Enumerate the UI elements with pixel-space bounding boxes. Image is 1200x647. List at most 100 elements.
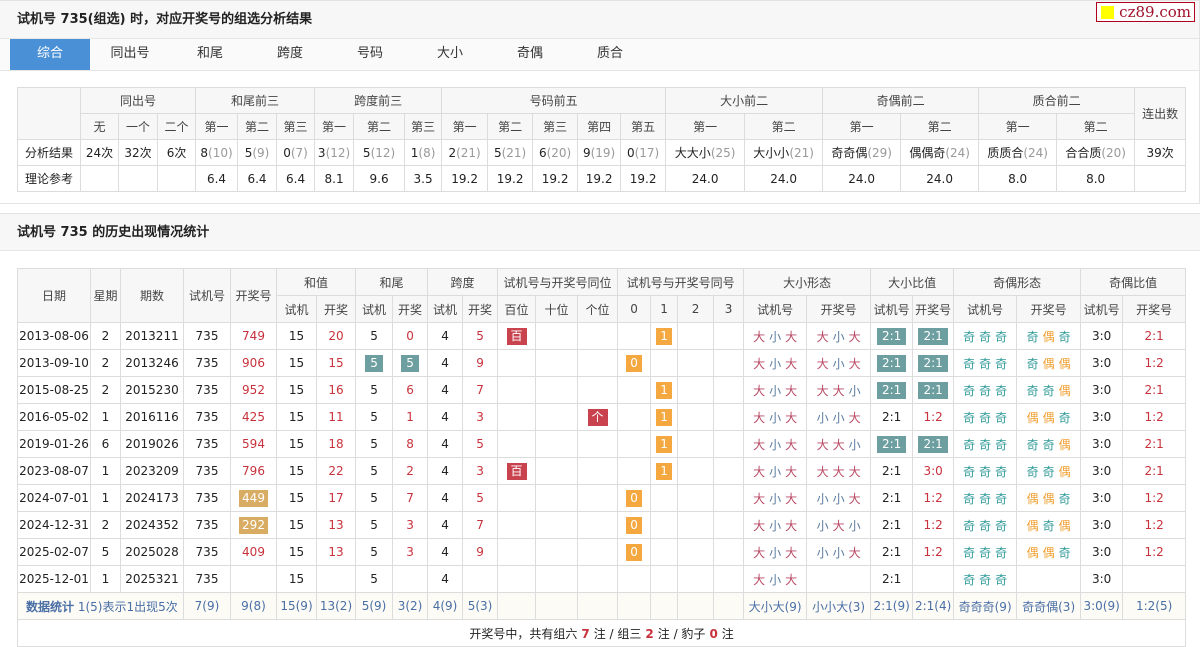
shape-char: 大 (785, 518, 798, 533)
shape-char: 偶 (1058, 383, 1071, 398)
theory-cell: 8.1 (314, 165, 355, 192)
cell-week: 2 (90, 349, 121, 377)
cell-sum_t: 15 (276, 430, 317, 458)
cell-draw: 292 (230, 511, 277, 539)
page-title: 试机号 735(组选) 时，对应开奖号的组选分析结果 (17, 12, 313, 27)
cell-bs_t: 大小大 (743, 322, 808, 350)
sub-header-row: 试机 开奖 试机 开奖 试机 开奖 百位 十位 个位 0 1 2 3 试机号 开奖号 试机号 开奖号 试机号 开奖号… (18, 295, 1187, 323)
same-num-cell (713, 403, 745, 431)
cell-oe_t: 奇奇奇 (953, 322, 1018, 350)
shape-char: 大 (785, 383, 798, 398)
stats-cell (497, 592, 537, 620)
bsr_t-highlight: 2:1 (876, 381, 907, 399)
stats-cell (677, 592, 715, 620)
cell-bs_t: 大小大 (743, 349, 808, 377)
result-count: (25) (710, 146, 736, 160)
shape-char: 奇 (1026, 329, 1039, 344)
tab-7[interactable]: 质合 (596, 46, 623, 61)
cell-tail_t: 5 (355, 403, 394, 431)
shape-char: 偶 (1042, 545, 1055, 560)
same-pos-cell (497, 430, 537, 458)
shape-char: 奇 (995, 410, 1008, 425)
cell-bsr_t: 2:1 (870, 511, 914, 539)
cell-oer_d: 1:2 (1122, 538, 1187, 566)
cell-test: 735 (183, 430, 231, 458)
stats-cell: 1:2(5) (1122, 592, 1187, 620)
sub-header: 第一 (195, 113, 239, 140)
shape-char: 小 (848, 518, 861, 533)
cell-issue: 2023209 (120, 457, 184, 485)
bsr_d-highlight: 2:1 (918, 381, 948, 399)
sub-header-dn: 开奖号 (1016, 295, 1082, 323)
theory-cell: 24.0 (744, 165, 824, 192)
shape-char: 奇 (995, 383, 1008, 398)
cell-bsr_d (912, 565, 955, 593)
same-num-cell (677, 511, 715, 539)
header-row: 日期 星期 期数 试机号 开奖号 和值 和尾 跨度 试机号与开奖号同位 试机号与开奖号同号 大小形态… (17, 268, 1187, 323)
cell-date: 2025-02-07 (17, 538, 91, 566)
cell-tail_d: 8 (392, 430, 429, 458)
header-tail: 和尾 (355, 268, 429, 296)
shape-char: 奇 (963, 545, 976, 560)
sub-header-row: 无一个 二个 第一 第二 第三 第一 第二 第三 第一 第二 第三 第四 第五 第一 第二 第一 第二 第一 第二 (18, 113, 1186, 140)
shape-char: 奇 (995, 356, 1008, 371)
shape-char: 偶 (1026, 491, 1039, 506)
cell-sum_d: 13 (315, 511, 357, 539)
result-value: 6次 (166, 146, 187, 160)
cell-week: 6 (90, 430, 121, 458)
sub-header-t: 试机 (276, 295, 317, 323)
tab-1[interactable]: 同出号 (110, 46, 150, 61)
shape-char: 奇 (1026, 437, 1039, 452)
group-header: 奇偶前二 (822, 87, 980, 114)
shape-char: 奇 (979, 356, 992, 371)
theory-cell: 6.4 (195, 165, 239, 192)
shape-char: 小 (769, 437, 782, 452)
summary-prefix: 开奖号中，共有组六 (469, 626, 578, 641)
theory-cell: 3.5 (404, 165, 443, 192)
row-label: 理论参考 (17, 165, 81, 192)
cell-span_t: 4 (427, 457, 464, 485)
sub-header-n1: 1 (650, 295, 679, 323)
shape-char: 奇 (1058, 410, 1071, 425)
same-num-cell (677, 376, 715, 404)
same-pos-badge: 百 (506, 327, 527, 345)
sub-header-tn: 试机号 (1080, 295, 1124, 323)
tab-0[interactable]: 综合 (10, 39, 90, 70)
same-num-badge: 0 (626, 489, 642, 507)
cell-sum_t: 15 (276, 565, 317, 593)
tab-6[interactable]: 奇偶 (516, 46, 543, 61)
summary-g6: 7 (581, 626, 590, 641)
tab-3[interactable]: 跨度 (276, 46, 303, 61)
group-header: 和尾前三 (195, 87, 316, 114)
same-pos-cell (535, 430, 579, 458)
result-value: 0 (283, 145, 291, 160)
same-pos-cell (577, 430, 619, 458)
sub-header: 第一 (441, 113, 489, 140)
cell-draw: 425 (230, 403, 277, 431)
same-num-cell (713, 565, 745, 593)
cell-bs_t: 大小大 (743, 430, 808, 458)
shape-char: 大 (848, 356, 861, 371)
cell-oe_t: 奇奇奇 (953, 511, 1018, 539)
shape-char: 大 (848, 464, 861, 479)
header-week: 星期 (90, 268, 121, 323)
cell-bs_d: 小小大 (806, 403, 872, 431)
cell-test: 735 (183, 565, 231, 593)
summary-suffix: 注 (721, 626, 734, 641)
tab-4[interactable]: 号码 (356, 46, 383, 61)
shape-char: 小 (769, 464, 782, 479)
stats-cell (535, 592, 579, 620)
sub-header: 第二 (487, 113, 534, 140)
cell-draw: 952 (230, 376, 277, 404)
shape-char: 大 (785, 572, 798, 587)
shape-char: 大 (753, 356, 766, 371)
same-pos-cell (497, 538, 537, 566)
theory-cell: 6.4 (276, 165, 316, 192)
sub-header-n2: 2 (677, 295, 715, 323)
cell-tail_t: 5 (355, 430, 394, 458)
tab-2[interactable]: 和尾 (196, 46, 223, 61)
shape-char: 奇 (963, 464, 976, 479)
cell-oe_t: 奇奇奇 (953, 376, 1018, 404)
tab-5[interactable]: 大小 (436, 46, 463, 61)
summary-g3: 2 (645, 626, 654, 641)
